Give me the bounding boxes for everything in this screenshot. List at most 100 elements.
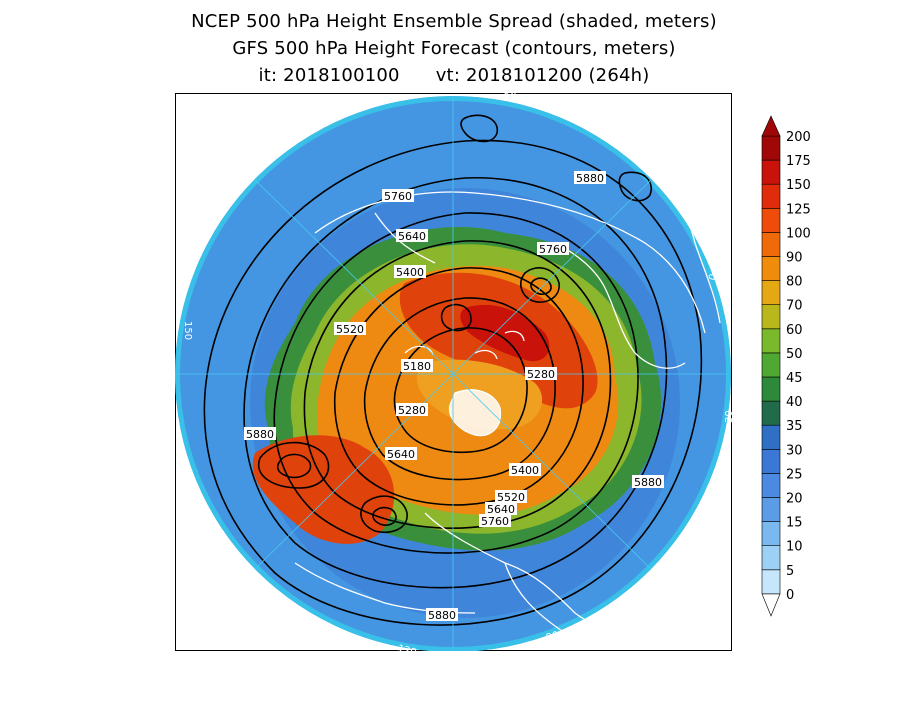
colorbar-tick-label: 40 — [786, 395, 803, 410]
colorbar-labels: 0 5 10 15 20 25 30 35 40 45 50 60 70 80 90 100 125 150 175… — [786, 130, 811, 603]
contour-label: 5880 — [426, 608, 458, 622]
lon-label: 60 — [666, 548, 683, 565]
svg-text:5180: 5180 — [403, 360, 431, 373]
colorbar: 0 5 10 15 20 25 30 35 40 45 50 60 70 80 90 100 125 150 175… — [761, 115, 811, 617]
lon-label: 90 — [545, 630, 560, 644]
height-contours — [203, 114, 703, 626]
colorbar-tick-label: 125 — [786, 202, 811, 217]
colorbar-bin — [761, 569, 781, 595]
svg-text:5760: 5760 — [481, 515, 509, 528]
colorbar-tick-label: 45 — [786, 371, 803, 386]
coast-europe — [554, 242, 686, 369]
svg-text:5640: 5640 — [387, 448, 415, 461]
figure-title: NCEP 500 hPa Height Ensemble Spread (sha… — [0, 8, 908, 89]
svg-text:5280: 5280 — [398, 404, 426, 417]
colorbar-bin — [761, 280, 781, 306]
contour-label: 5880 — [244, 427, 276, 441]
colorbar-bin — [761, 135, 781, 161]
colorbar-tick-label: 5 — [786, 564, 794, 579]
svg-text:5880: 5880 — [576, 172, 604, 185]
contour-bering-low-inner — [372, 506, 397, 526]
svg-text:5520: 5520 — [336, 323, 364, 336]
spread-region-greenland — [449, 389, 501, 436]
contour-euro-low — [520, 267, 560, 303]
map-disc — [175, 96, 731, 651]
colorbar-tick-label: 90 — [786, 251, 803, 266]
contour-label: 5640 — [396, 229, 428, 243]
lon-label: 120 — [396, 643, 417, 651]
polar-map: 5760 5880 5640 5760 5400 5520 5180 5280 … — [175, 93, 732, 651]
contour-label: 5760 — [537, 242, 569, 256]
contour-label: 5640 — [385, 447, 417, 461]
contour-bering-low — [360, 495, 408, 533]
contour-label: 5880 — [632, 475, 664, 489]
colorbar-bin — [761, 232, 781, 257]
contour-label: 5520 — [495, 490, 527, 504]
colorbar-bin — [761, 159, 781, 185]
colorbar-tick-label: 175 — [786, 154, 811, 169]
svg-text:5280: 5280 — [527, 368, 555, 381]
svg-text:5880: 5880 — [634, 476, 662, 489]
svg-text:5400: 5400 — [511, 464, 539, 477]
colorbar-bin — [761, 497, 781, 522]
svg-text:5640: 5640 — [398, 230, 426, 243]
colorbar-tick-label: 50 — [786, 347, 803, 362]
colorbar-bin — [761, 521, 781, 547]
colorbar-bin — [761, 256, 781, 281]
colorbar-tick-label: 200 — [786, 130, 811, 145]
contour-5520 — [303, 240, 612, 529]
contour-label: 5280 — [525, 367, 557, 381]
svg-text:5880: 5880 — [428, 609, 456, 622]
svg-text:5880: 5880 — [246, 428, 274, 441]
colorbar-tick-label: 25 — [786, 467, 803, 482]
contour-label: 5280 — [396, 403, 428, 417]
colorbar-max-arrow — [761, 115, 781, 137]
colorbar-tick-label: 100 — [786, 226, 811, 241]
colorbar-bin — [761, 208, 781, 233]
svg-text:5760: 5760 — [384, 190, 412, 203]
lon-label: 150 — [182, 321, 193, 340]
init-time-label: it: 2018100100 — [258, 65, 400, 86]
colorbar-bin — [761, 424, 781, 450]
contour-label: 5880 — [574, 171, 606, 185]
colorbar-bin — [761, 448, 781, 474]
contour-pacific-low — [257, 441, 330, 489]
svg-text:5760: 5760 — [539, 243, 567, 256]
lon-label: 90 — [343, 104, 358, 118]
valid-time-label: vt: 2018101200 (264h) — [435, 65, 650, 86]
colorbar-bin — [761, 545, 781, 571]
colorbar-bin — [761, 183, 781, 209]
title-line-2: GFS 500 hPa Height Forecast (contours, m… — [232, 38, 676, 59]
colorbar-tick-label: 80 — [786, 275, 803, 290]
colorbar-swatches — [761, 115, 781, 617]
colorbar-tick-label: 35 — [786, 419, 803, 434]
contour-north-cell — [460, 114, 498, 143]
contour-label: 5180 — [401, 359, 433, 373]
contour-5280 — [363, 297, 556, 481]
colorbar-tick-label: 0 — [786, 588, 794, 603]
contour-label: 5760 — [382, 189, 414, 203]
latlon-grid — [176, 96, 730, 651]
colorbar-bin — [761, 400, 781, 426]
contour-east-ridge — [618, 171, 652, 202]
colorbar-bin — [761, 473, 781, 498]
contour-5400 — [333, 267, 584, 506]
colorbar-tick-label: 20 — [786, 492, 803, 507]
contour-label: 5760 — [479, 514, 511, 528]
spread-region-red-pacific — [252, 435, 395, 544]
colorbar-bin — [761, 328, 781, 354]
contour-atlantic-low — [440, 303, 472, 332]
lon-label: 30 — [724, 410, 732, 423]
contour-pacific-low-inner — [276, 453, 312, 479]
contour-label-layer: 5760 5880 5640 5760 5400 5520 5180 5280 … — [244, 171, 664, 622]
coast-arctic-islands — [404, 330, 525, 360]
colorbar-tick-label: 15 — [786, 516, 803, 531]
colorbar-min-arrow — [761, 593, 781, 617]
contour-euro-low-inner — [530, 277, 552, 295]
contour-label: 5400 — [394, 265, 426, 279]
svg-text:5520: 5520 — [497, 491, 525, 504]
svg-text:5400: 5400 — [396, 266, 424, 279]
colorbar-bin — [761, 376, 781, 402]
lon-label: 180 — [176, 463, 192, 484]
lon-label: 0 — [707, 273, 719, 282]
